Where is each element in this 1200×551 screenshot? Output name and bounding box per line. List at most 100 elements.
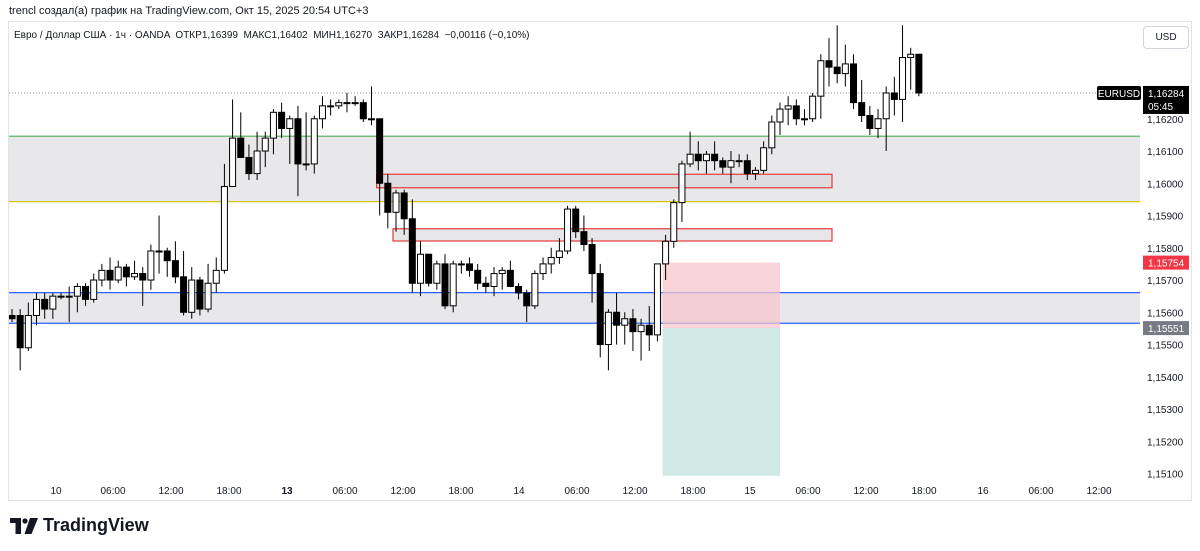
candle xyxy=(531,270,539,310)
x-tick-label: 12:00 xyxy=(158,486,183,497)
x-tick-label: 06:00 xyxy=(100,486,125,497)
candle xyxy=(351,96,359,106)
candle-body xyxy=(441,263,449,307)
candle xyxy=(139,267,147,306)
candle-body xyxy=(580,231,588,246)
x-tick-label: 12:00 xyxy=(622,486,647,497)
candle xyxy=(441,254,449,310)
candle-body xyxy=(147,250,155,281)
candle-body xyxy=(122,266,130,278)
candle xyxy=(24,302,32,351)
candle xyxy=(310,115,318,174)
candle-body xyxy=(670,202,678,242)
candle xyxy=(751,167,759,181)
candle-body xyxy=(515,285,523,294)
candle-body xyxy=(719,160,727,168)
candle xyxy=(874,109,882,139)
candle-body xyxy=(760,147,768,171)
candle-body xyxy=(155,250,163,253)
candle-body xyxy=(613,311,621,326)
candle-body xyxy=(768,121,776,149)
candle-body xyxy=(139,273,147,281)
order-block-lower xyxy=(392,228,833,242)
change-value: −0,00116 (−0,10%) xyxy=(444,30,530,41)
candle-body xyxy=(727,160,735,168)
currency-button[interactable]: USD xyxy=(1143,26,1189,49)
candle xyxy=(384,173,392,229)
x-tick-label: 18:00 xyxy=(448,486,473,497)
candle-body xyxy=(163,250,171,262)
candle xyxy=(760,141,768,174)
candle-body xyxy=(776,108,784,123)
candle-body xyxy=(890,92,898,100)
take-profit-zone xyxy=(662,328,780,476)
candle xyxy=(302,112,310,171)
candle xyxy=(768,115,776,155)
candle-body xyxy=(237,137,245,158)
candle-body xyxy=(539,263,547,275)
chart-author-line: trencl создал(а) график на TradingView.c… xyxy=(9,5,369,17)
candle-body xyxy=(874,118,882,129)
y-tick-label: 1,15700 xyxy=(1147,276,1184,287)
candle-body xyxy=(474,269,482,284)
x-tick-label: 18:00 xyxy=(216,486,241,497)
candle xyxy=(245,144,253,181)
x-tick-label: 15 xyxy=(744,486,756,497)
candle-body xyxy=(572,208,580,233)
candle-body xyxy=(41,298,49,310)
candle-body xyxy=(359,102,367,120)
candle-body xyxy=(784,105,792,110)
candle xyxy=(171,241,179,284)
y-tick-label: 1,15100 xyxy=(1147,470,1184,481)
candle xyxy=(547,247,555,274)
candle xyxy=(122,263,130,287)
x-tick-label: 12:00 xyxy=(390,486,415,497)
candle xyxy=(850,54,858,110)
candle-body xyxy=(204,282,212,310)
candle xyxy=(65,286,73,322)
candle-body xyxy=(547,256,555,265)
candle xyxy=(498,267,506,290)
candle-body xyxy=(278,111,286,129)
candle-body xyxy=(253,150,261,175)
low-value: 1,16270 xyxy=(335,30,373,41)
candle-body xyxy=(245,156,253,175)
symbol-tag-badge xyxy=(1097,85,1141,100)
candle xyxy=(711,141,719,171)
candle-body xyxy=(392,192,400,213)
brand-name: TradingView xyxy=(43,515,149,535)
candle-body xyxy=(131,273,139,278)
candle xyxy=(359,99,367,122)
current-price-badge xyxy=(1143,85,1189,114)
candle-body xyxy=(899,56,907,100)
candle xyxy=(367,86,375,126)
candle-body xyxy=(196,279,204,310)
candle-body xyxy=(180,276,188,313)
candle xyxy=(784,96,792,126)
candle-body xyxy=(792,105,800,120)
candle-body xyxy=(743,160,751,175)
candle xyxy=(899,25,907,122)
candle-body xyxy=(629,318,637,333)
candle xyxy=(33,292,41,326)
candle xyxy=(196,276,204,316)
candle-body xyxy=(841,63,849,75)
high-value: 1,16402 xyxy=(271,30,308,41)
candle xyxy=(253,131,261,181)
candle xyxy=(637,318,645,361)
y-tick-label: 1,16200 xyxy=(1147,115,1184,126)
candle xyxy=(474,263,482,290)
candle xyxy=(90,273,98,303)
tradingview-brand[interactable]: TradingView xyxy=(10,515,149,536)
candle-body xyxy=(90,279,98,300)
x-tick-label: 06:00 xyxy=(795,486,820,497)
candle-body xyxy=(82,285,90,300)
candle-body xyxy=(735,160,743,163)
candle-body xyxy=(457,263,465,266)
candle-body xyxy=(408,218,416,284)
candle-body xyxy=(604,311,612,346)
candle xyxy=(457,260,465,274)
candle-body xyxy=(694,153,702,162)
candle xyxy=(188,267,196,319)
